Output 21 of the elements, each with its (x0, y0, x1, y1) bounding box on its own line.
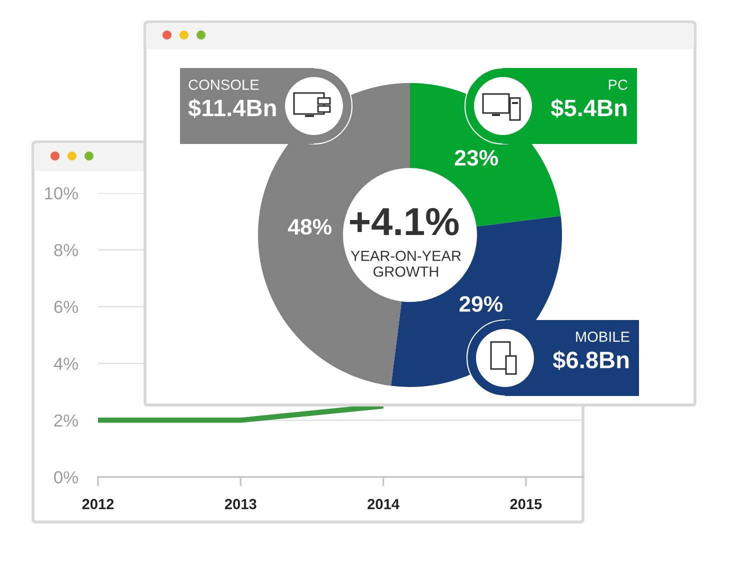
y-tick-label: 8% (54, 244, 78, 256)
annotation: $6.8Bn (552, 350, 629, 370)
x-tick-label: 2013 (224, 498, 256, 510)
slice-label: PC (608, 80, 628, 90)
y-tick-label: 2% (54, 414, 78, 427)
annotation: YEAR-ON-YEAR GROWTH (350, 250, 461, 277)
x-tick-label: 2014 (368, 498, 400, 510)
data-label: 23% (454, 150, 498, 166)
data-label: 48% (288, 218, 332, 235)
y-tick-label: 0% (54, 471, 78, 484)
y-tick-label: 4% (54, 358, 78, 370)
text: $5.4Bn (550, 98, 627, 118)
data-label: 29% (459, 296, 503, 312)
x-tick-label: 2012 (82, 498, 114, 510)
slice-label: CONSOLE (188, 80, 259, 90)
x-tick-label: 2015 (510, 498, 542, 510)
y-tick-label: 6% (54, 300, 78, 314)
y-tick-label: 10% (45, 187, 78, 200)
annotation: +4.1% (350, 208, 459, 236)
slice-label: MOBILE (576, 332, 630, 342)
text: $11.4Bn (188, 98, 276, 118)
